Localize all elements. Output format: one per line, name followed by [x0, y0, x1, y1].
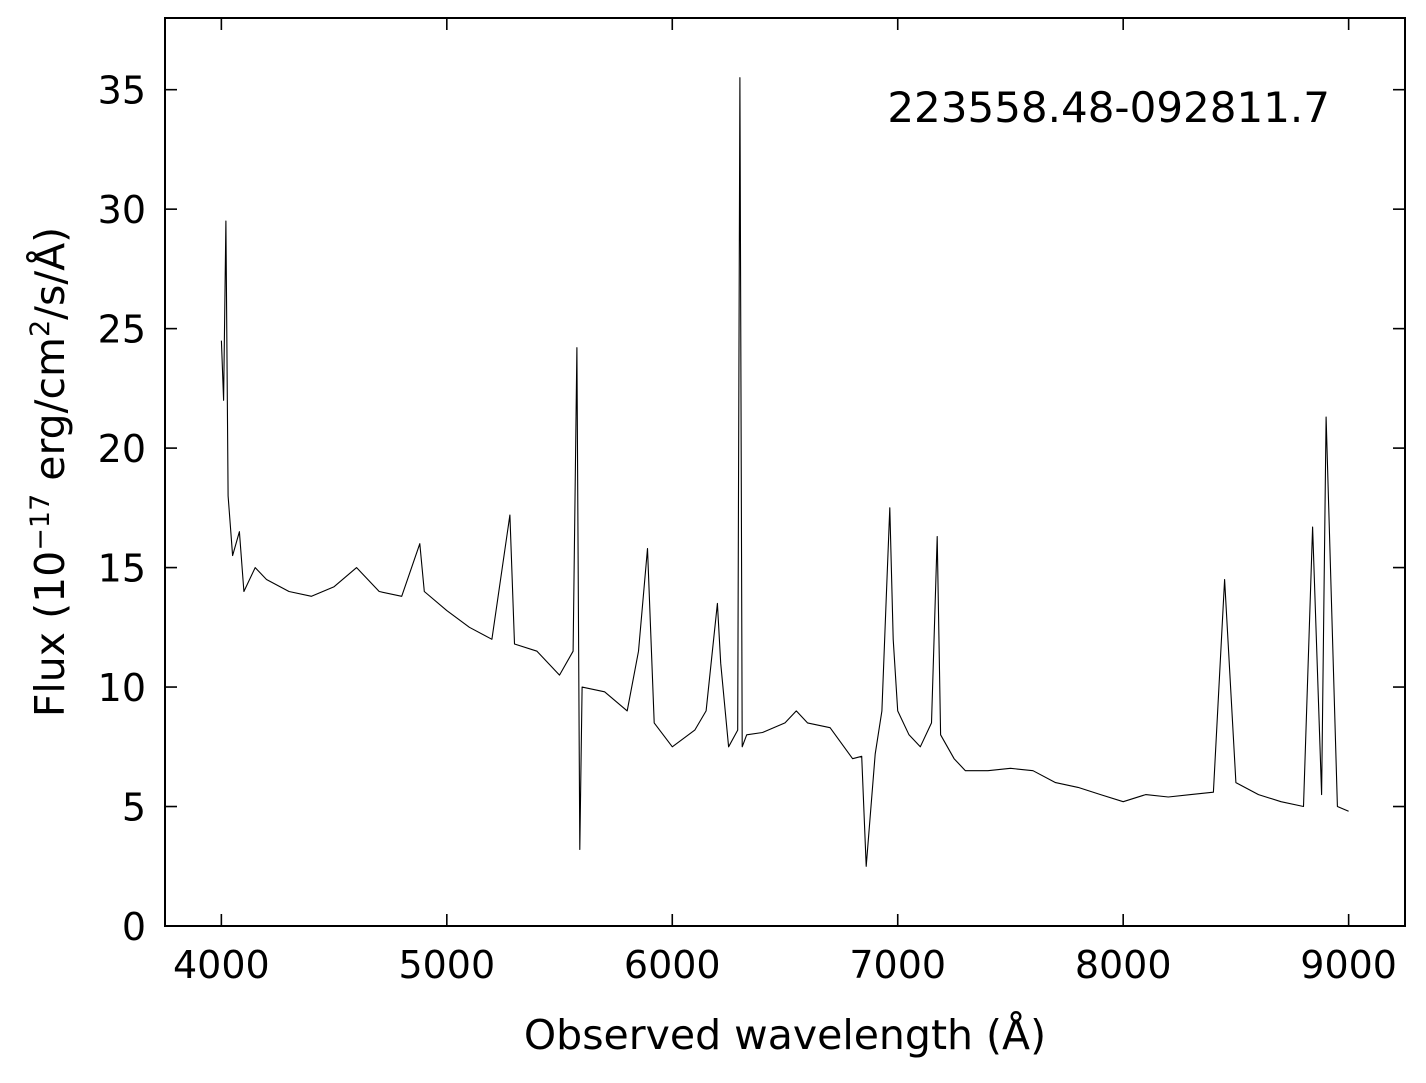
y-axis-title-exponent: −17: [25, 494, 56, 551]
plot-frame: [164, 17, 1406, 927]
tick-labels-layer: 4000 5000 6000 7000 8000 9000 0 5 10 15 20 25 30 35: [98, 69, 1397, 987]
y-tick-label: 35: [98, 69, 146, 113]
x-tick-label: 6000: [624, 943, 721, 987]
y-axis-title-prefix: Flux (10: [26, 551, 74, 717]
x-tick-label: 4000: [173, 943, 270, 987]
object-name-annotation: 223558.48-092811.7: [887, 83, 1330, 132]
y-axis-title: Flux (10−17 erg/cm2/s/Å): [25, 227, 75, 717]
y-tick-label: 20: [98, 427, 146, 471]
x-axis-title: Observed wavelength (Å): [524, 1011, 1046, 1059]
spectrum-line: [220, 77, 1349, 867]
y-tick-label: 30: [98, 188, 146, 232]
y-tick-label: 5: [122, 786, 146, 830]
y-axis-title-suffix: /s/Å): [26, 227, 74, 320]
x-tick-label: 5000: [398, 943, 495, 987]
y-tick-label: 10: [98, 666, 146, 710]
y-tick-label: 0: [122, 905, 146, 949]
y-axis-title-exponent2: 2: [25, 320, 56, 337]
x-tick-label: 7000: [849, 943, 946, 987]
x-tick-label: 9000: [1300, 943, 1397, 987]
x-tick-label: 8000: [1075, 943, 1172, 987]
y-axis-title-middle: erg/cm: [26, 337, 74, 494]
y-tick-label: 15: [98, 547, 146, 591]
y-tick-label: 25: [98, 308, 146, 352]
